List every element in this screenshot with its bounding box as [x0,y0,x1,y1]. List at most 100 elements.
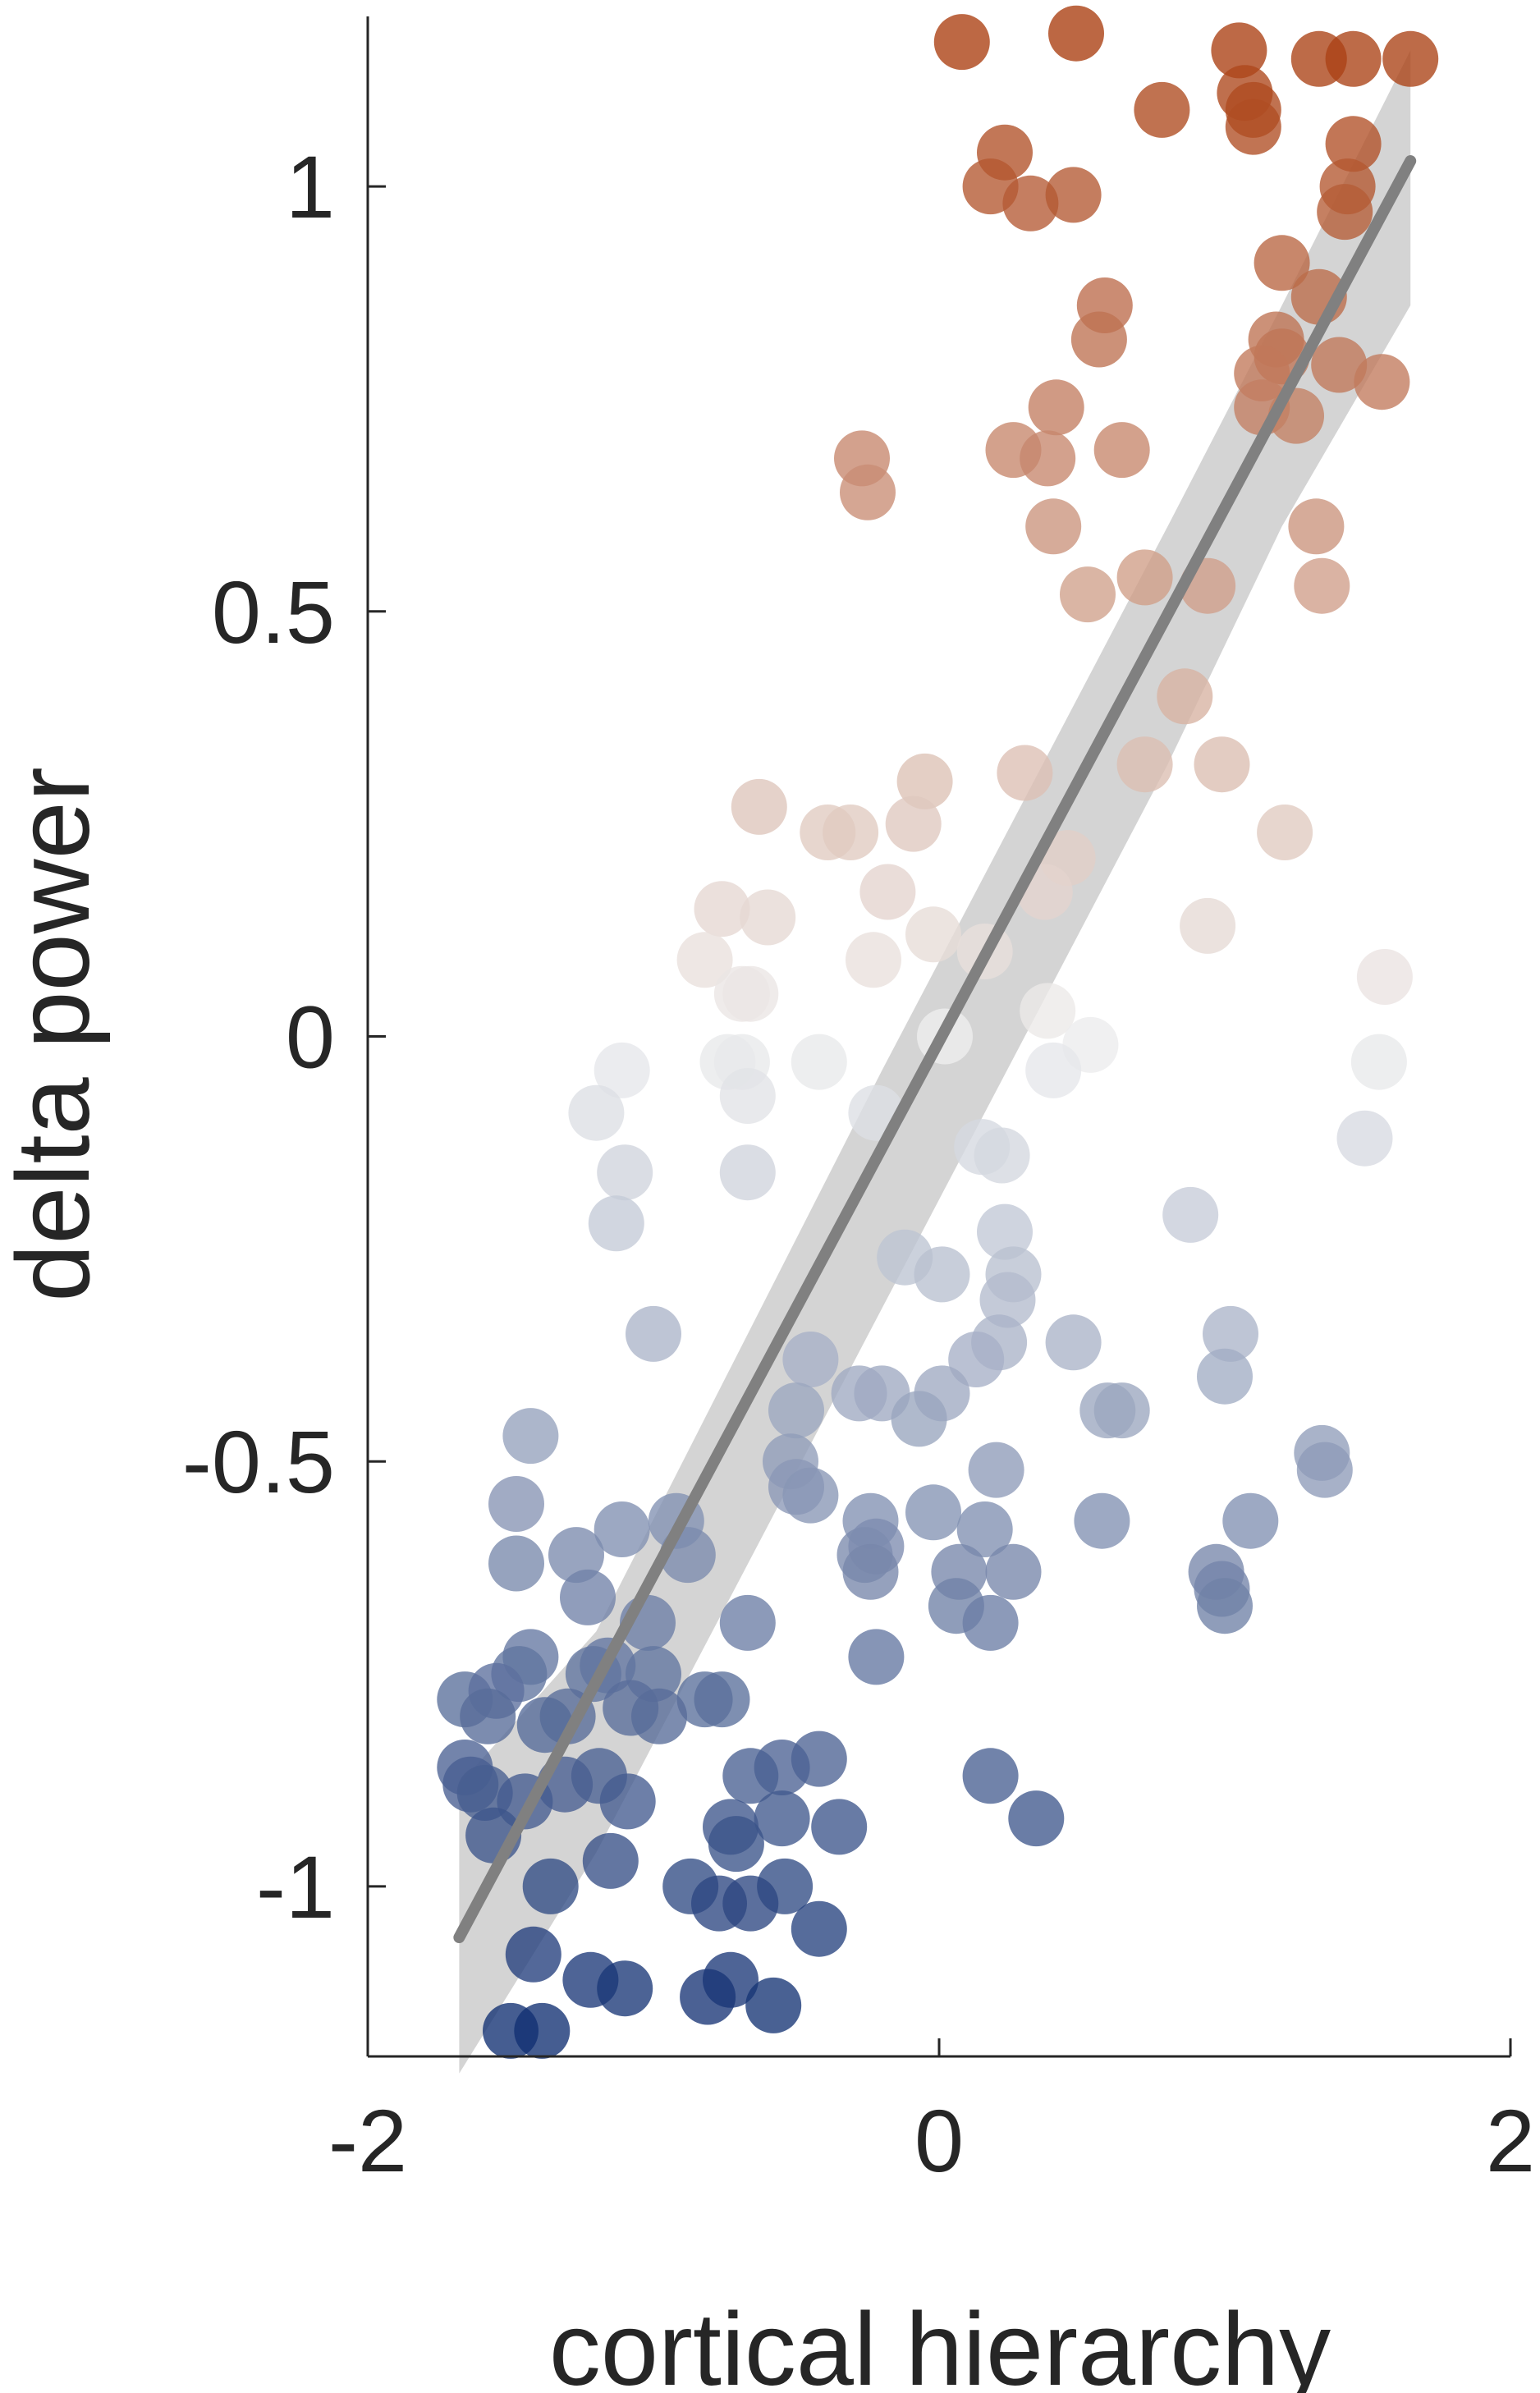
y-tick-label: 1 [286,137,335,236]
data-point [768,1382,824,1439]
data-point [1354,354,1410,410]
data-point [731,778,787,835]
data-point [977,1203,1033,1260]
data-point [502,1408,559,1465]
data-point [1257,805,1313,860]
data-point [1294,557,1350,614]
x-tick-label: -2 [328,2091,407,2190]
data-point [891,1391,947,1447]
data-point [522,1858,579,1914]
data-point [594,1042,650,1098]
data-point [1311,337,1368,393]
data-point [1197,1348,1253,1405]
data-point [905,906,961,963]
data-point [1025,1042,1082,1098]
y-axis-title: delta power [0,767,111,1301]
data-point [594,1501,650,1557]
data-point [914,1246,970,1303]
data-point [840,464,896,520]
data-point [962,1748,1019,1804]
y-tick-label: -1 [256,1837,335,1937]
data-point [694,881,750,937]
data-point [514,2002,571,2059]
data-point [1074,1492,1130,1549]
data-point [811,1799,868,1855]
y-tick-label: 0 [286,988,335,1087]
data-point [1336,1110,1393,1167]
data-point [885,795,942,852]
data-point [782,1467,839,1524]
data-point [1157,668,1213,725]
data-point [979,1272,1036,1328]
y-tick-label: -0.5 [182,1412,335,1511]
data-point [582,1832,639,1889]
data-point [719,1144,776,1201]
data-point [1070,311,1127,368]
data-point [1116,736,1173,793]
data-point [842,1543,899,1600]
data-point [1162,1186,1219,1243]
data-point [791,1900,847,1957]
data-point [548,1527,604,1584]
y-tick-label: 0.5 [212,562,335,662]
data-point [962,1594,1019,1651]
data-point [722,965,779,1022]
data-point [985,1543,1042,1600]
data-point [1225,99,1281,155]
data-point [1093,1382,1150,1439]
data-point [597,1960,653,2017]
axes: -2 0 2 -1 -0.5 0 0.5 1 [182,16,1535,2190]
data-point [1060,566,1116,623]
data-point [722,1875,779,1932]
data-point [599,1773,656,1830]
data-point [1211,22,1267,79]
data-point [708,1816,764,1873]
data-point [597,1144,653,1201]
regression-line [453,155,1417,1944]
data-point [782,1332,839,1387]
data-point [560,1569,616,1625]
data-point [1350,1034,1407,1090]
data-point [1254,235,1310,291]
data-point [1002,175,1059,232]
data-point [1356,949,1413,1005]
data-point [1317,184,1373,241]
data-point [488,1535,544,1592]
data-point [896,753,953,809]
data-point [905,1484,961,1541]
data-point [1222,1492,1279,1549]
data-point [1116,549,1173,606]
data-point [626,1305,681,1362]
data-point [933,14,990,71]
data-point [823,805,879,860]
data-point [631,1688,687,1744]
data-point [1325,116,1382,172]
data-point [680,1969,736,2025]
data-point [516,1697,573,1753]
data-point [568,1084,625,1141]
data-point [846,932,901,988]
data-point [1020,430,1076,487]
data-point [1203,1305,1258,1362]
data-point [505,1926,561,1983]
data-point [1197,1578,1253,1634]
data-point [694,1671,750,1728]
data-point [1045,167,1102,223]
data-point [848,1629,905,1685]
data-point [1028,379,1084,436]
data-point [1093,422,1150,479]
data-point [968,1442,1024,1498]
data-point [997,745,1053,801]
data-point [1025,498,1082,555]
data-point [722,1748,779,1804]
data-point [740,889,796,946]
data-point [1288,498,1345,555]
data-point [1048,5,1104,62]
x-axis-title: cortical hierarchy [549,2291,1331,2393]
data-point [1382,30,1439,87]
data-point [719,1068,776,1124]
data-point [488,1476,544,1532]
data-point [859,864,916,920]
data-point [1008,1790,1065,1847]
